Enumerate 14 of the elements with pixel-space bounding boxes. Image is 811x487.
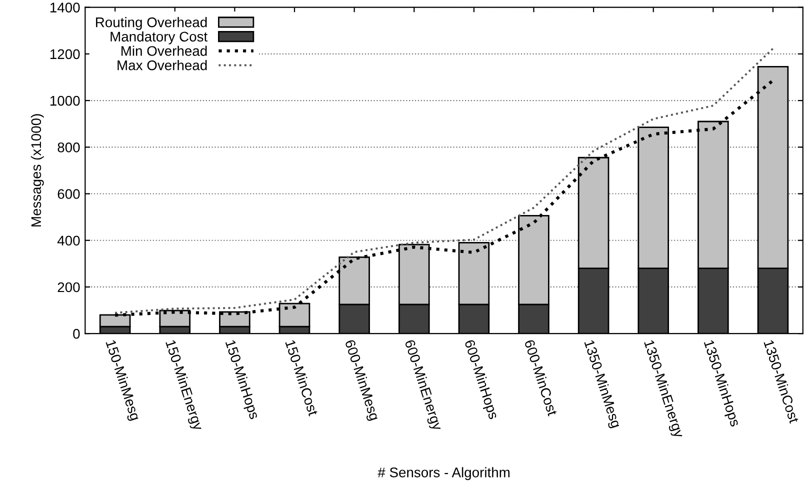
y-tick-label: 200 [58, 282, 80, 292]
y-tick-label: 800 [58, 142, 80, 152]
legend-label: Routing Overhead [96, 17, 207, 30]
y-axis-title: Messages (x1000) [30, 114, 44, 226]
legend-label: Mandatory Cost [110, 31, 208, 44]
legend-label: Min Overhead [122, 46, 207, 56]
y-tick-label: 1200 [50, 49, 80, 60]
y-tick-label: 1000 [50, 96, 80, 106]
y-tick-label: 400 [57, 236, 80, 246]
x-axis-title: # Sensors - Algorithm [378, 467, 510, 480]
y-tick-label: 1400 [50, 2, 80, 12]
legend-label: Max Overhead [118, 60, 207, 70]
y-tick-label: 600 [58, 189, 80, 199]
y-tick-label: 0 [73, 328, 80, 339]
